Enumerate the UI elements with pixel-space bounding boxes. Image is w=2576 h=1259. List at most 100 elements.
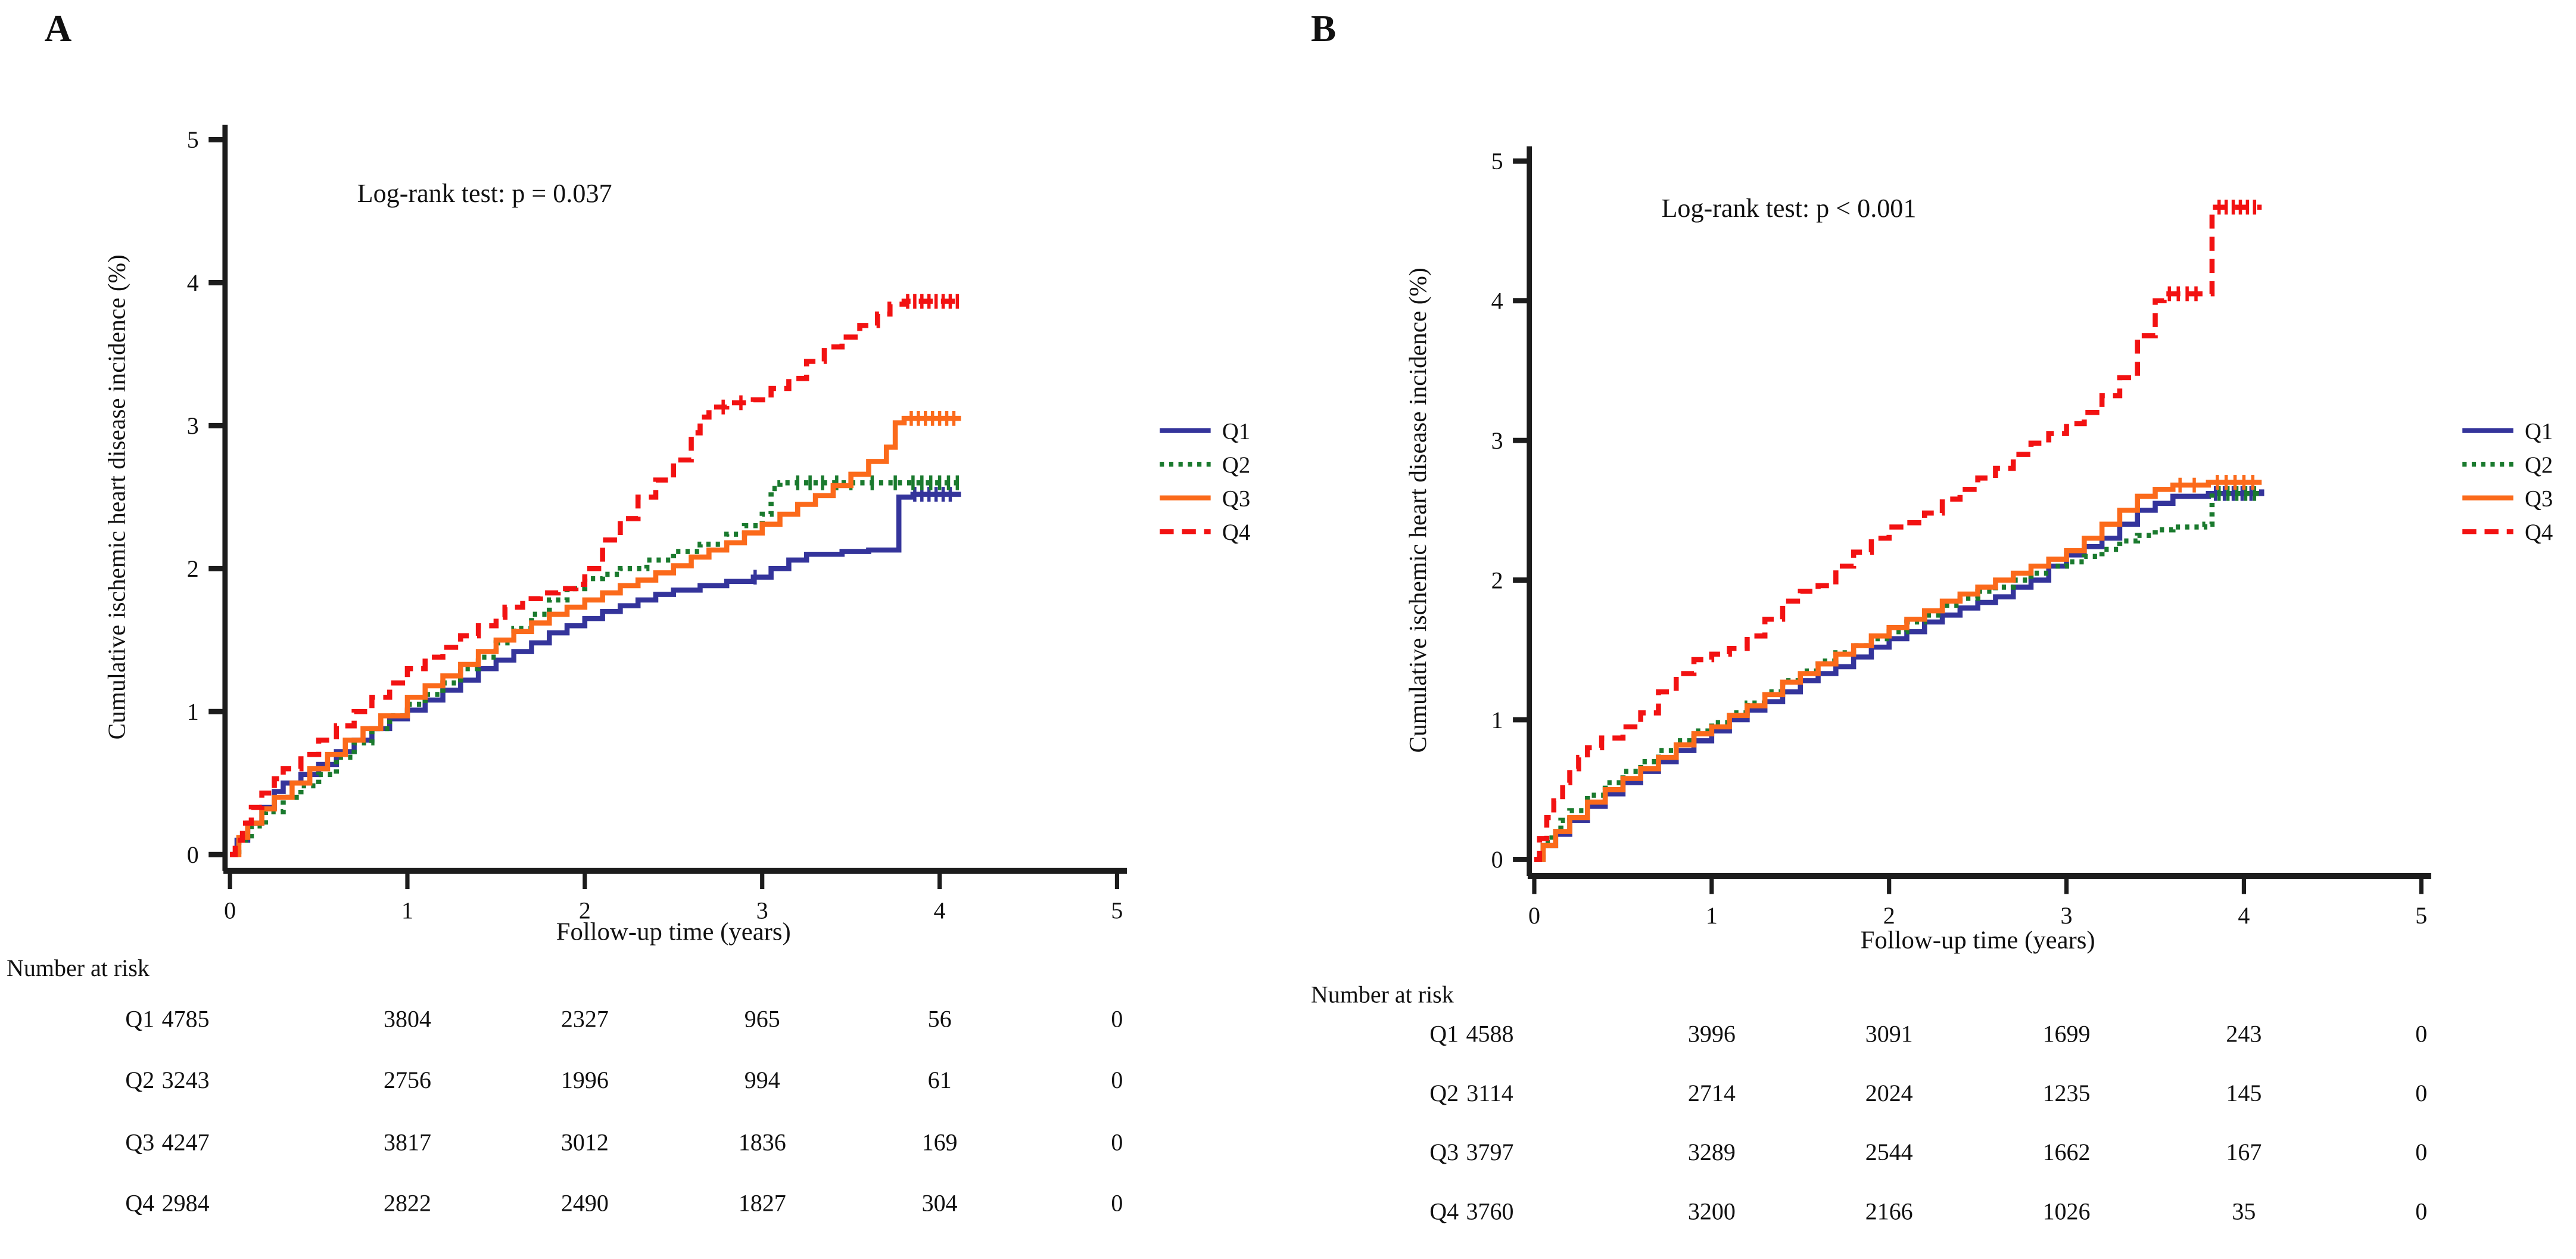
y-tick-label: 4 [1491,288,1503,315]
y-tick-label: 5 [187,126,199,153]
risk-value: 2822 [384,1190,431,1217]
series-Q2-line [1534,490,2262,862]
legend: Q1 Q2 Q3 Q4 [1160,419,1250,545]
legend: Q1 Q2 Q3 Q4 [2462,419,2553,545]
risk-row-label: Q1 [125,1006,154,1033]
risk-value: 0 [2415,1080,2427,1106]
risk-value: 1836 [739,1129,786,1156]
risk-value: 0 [2415,1198,2427,1224]
risk-row-Q1: Q1 4785 3804 2327 965 56 0 [125,1006,1123,1033]
risk-value: 3817 [384,1129,431,1156]
risk-value: 2756 [384,1067,431,1093]
series-Q1-line [230,492,961,857]
risk-value: 167 [2226,1139,2262,1165]
x-tick-label: 1 [1706,902,1718,929]
risk-value: 0 [2415,1021,2427,1047]
risk-value: 0 [1111,1129,1123,1156]
risk-value: 3804 [384,1006,431,1033]
risk-value: 2714 [1688,1080,1736,1106]
risk-value: 965 [745,1006,780,1033]
x-tick-label: 3 [2061,902,2073,929]
legend-item-Q2: Q2 [2462,453,2553,478]
risk-value: 243 [2226,1021,2262,1047]
risk-value: 3797 [1466,1139,1514,1165]
series-Q2 [230,475,961,857]
x-tick-label: 4 [934,897,946,924]
y-tick-label: 5 [1491,148,1503,175]
y-tick-label: 2 [1491,567,1503,593]
risk-value: 304 [922,1190,958,1217]
risk-value: 0 [1111,1190,1123,1217]
x-tick-label: 0 [1528,902,1540,929]
risk-row-label: Q3 [1429,1139,1459,1165]
risk-row-Q4: Q4 2984 2822 2490 1827 304 0 [125,1190,1123,1217]
risk-row-Q1: Q1 4588 3996 3091 1699 243 0 [1429,1021,2427,1047]
risk-value: 1827 [739,1190,786,1217]
x-tick-label: 2 [579,897,591,924]
x-tick-label: 4 [2238,902,2250,929]
series-Q1 [1534,486,2264,862]
x-tick-label: 5 [2415,902,2427,929]
risk-value: 2024 [1865,1080,1913,1106]
risk-value: 4247 [162,1129,210,1156]
legend-item-Q1: Q1 [1160,419,1250,444]
risk-value: 0 [1111,1067,1123,1093]
legend-item-Q1: Q1 [2462,419,2553,444]
risk-value: 3760 [1466,1198,1514,1224]
y-tick-label: 0 [1491,846,1503,873]
series-Q4 [230,294,961,857]
risk-value: 3091 [1865,1021,1913,1047]
legend-label-Q1: Q1 [1222,419,1250,444]
risk-value: 4588 [1466,1021,1514,1047]
legend-label-Q1: Q1 [2525,419,2553,444]
risk-value: 2490 [561,1190,609,1217]
axes [1513,146,2431,894]
legend-label-Q4: Q4 [1222,520,1250,545]
risk-row-Q3: Q3 4247 3817 3012 1836 169 0 [125,1129,1123,1156]
risk-value: 2166 [1865,1198,1913,1224]
risk-value: 35 [2232,1198,2256,1224]
x-axis-title: Follow-up time (years) [556,918,791,946]
legend-label-Q4: Q4 [2525,520,2553,545]
risk-row-label: Q4 [125,1190,154,1217]
number-at-risk-header: Number at risk [1311,981,1454,1008]
risk-row-Q4: Q4 3760 3200 2166 1026 35 0 [1429,1198,2427,1224]
legend-label-Q3: Q3 [2525,486,2553,511]
risk-value: 1026 [2043,1198,2091,1224]
panel-a-label: A [44,8,73,49]
risk-value: 2544 [1865,1139,1913,1165]
number-at-risk-table: Number at risk Q1 4785 3804 2327 965 56 0 Q2 3243… [7,955,1123,1216]
number-at-risk-table: Number at risk Q1 4588 3996 3091 1699 243 0 Q2 31… [1311,981,2427,1224]
y-tick-label: 4 [187,269,199,296]
series-Q3 [1534,475,2262,862]
risk-value: 61 [928,1067,952,1093]
risk-value: 145 [2226,1080,2262,1106]
series-Q3-line [230,415,961,857]
series-Q2 [1534,486,2262,862]
y-tick-label: 1 [187,698,199,725]
risk-value: 3012 [561,1129,609,1156]
panel-b: B 0 1 2 3 4 5 0 1 2 3 4 5 Cumulative ischemic heart … [1288,0,2575,1259]
risk-value: 1699 [2043,1021,2091,1047]
risk-value: 3289 [1688,1139,1736,1165]
risk-value: 2327 [561,1006,609,1033]
series-Q3-line [1534,480,2262,862]
risk-value: 0 [1111,1006,1123,1033]
legend-item-Q3: Q3 [1160,486,1250,511]
risk-row-Q2: Q2 3243 2756 1996 994 61 0 [125,1067,1123,1093]
risk-value: 3114 [1466,1080,1513,1106]
series-Q2-line [230,480,961,857]
risk-value: 3243 [162,1067,210,1093]
y-tick-label: 0 [187,841,199,868]
risk-row-Q2: Q2 3114 2714 2024 1235 145 0 [1429,1080,2427,1106]
risk-value: 0 [2415,1139,2427,1165]
x-tick-label: 3 [756,897,768,924]
series-Q1 [230,487,961,857]
legend-item-Q4: Q4 [1160,520,1250,545]
risk-row-label: Q4 [1429,1198,1459,1224]
number-at-risk-header: Number at risk [7,955,149,981]
y-tick-label: 1 [1491,707,1503,733]
logrank-annotation: Log-rank test: p = 0.037 [357,179,612,208]
legend-item-Q3: Q3 [2462,486,2553,511]
x-tick-label: 1 [401,897,413,924]
